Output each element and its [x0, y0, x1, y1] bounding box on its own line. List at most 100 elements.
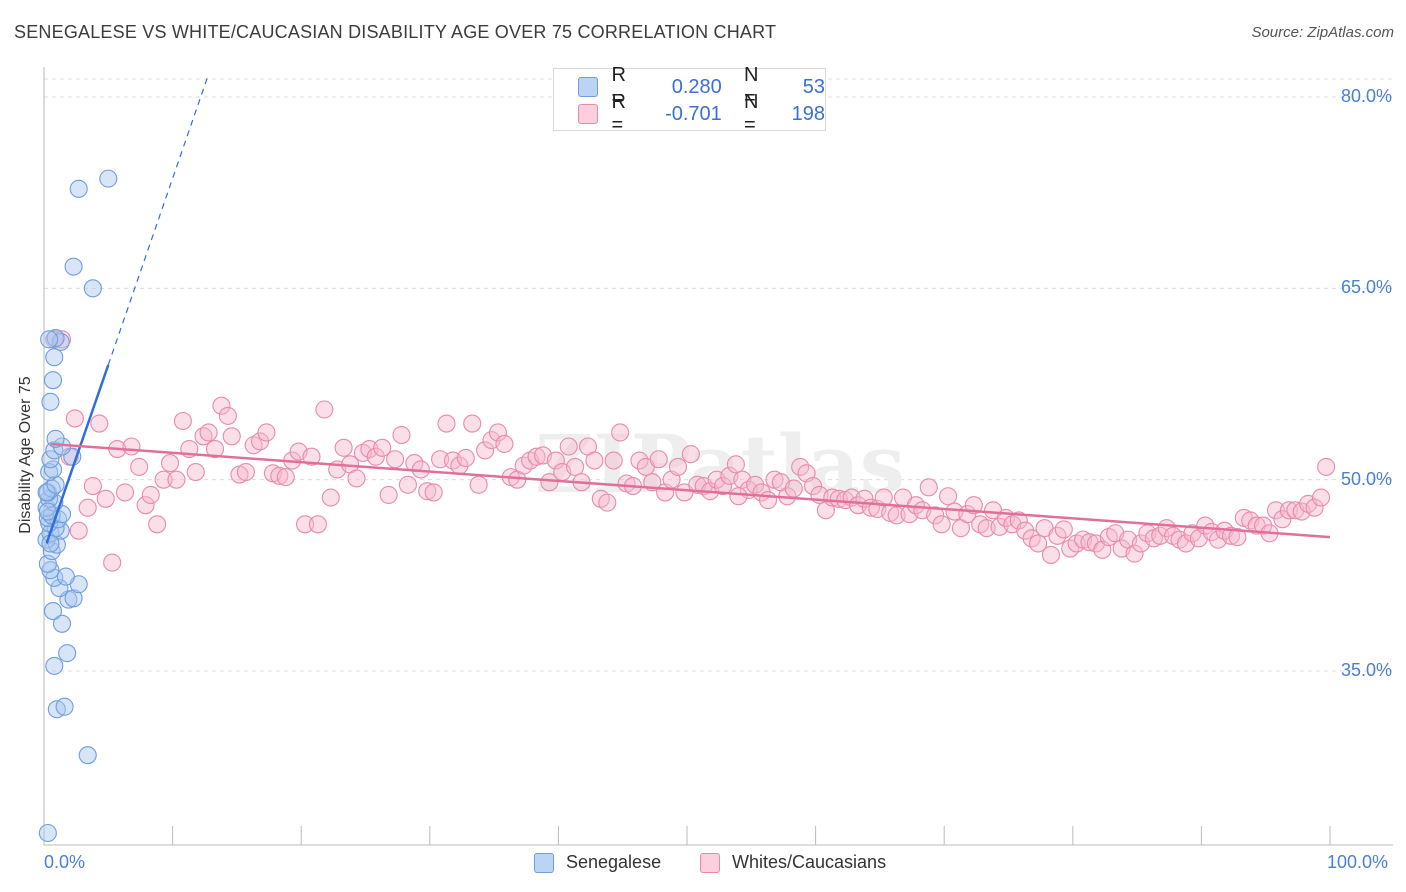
point-whites: [919, 478, 938, 497]
point-whites: [495, 434, 514, 454]
point-whites: [939, 487, 958, 506]
legend-swatch-whites: [578, 104, 598, 124]
bottom-legend-whites: Whites/Caucasians: [700, 852, 886, 873]
point-whites: [1151, 526, 1170, 545]
point-whites: [611, 423, 630, 442]
point-whites: [1266, 501, 1286, 520]
point-whites: [308, 515, 327, 534]
point-whites: [476, 441, 495, 460]
point-whites: [540, 473, 559, 492]
y-tick-label: 80.0%: [1340, 86, 1392, 106]
bottom-legend-swatch-whites: [700, 852, 720, 873]
point-whites: [186, 462, 205, 482]
chart-source: Source: ZipAtlas.com: [1251, 24, 1394, 41]
point-senegalese: [43, 460, 63, 479]
point-whites: [527, 447, 546, 466]
point-whites: [746, 475, 765, 494]
point-whites: [566, 457, 585, 476]
legend-r-label: R =: [611, 64, 626, 109]
point-whites: [222, 427, 241, 446]
point-whites: [83, 476, 102, 496]
point-whites: [199, 423, 218, 442]
point-whites: [1273, 510, 1292, 529]
x-tick-label-min: 0.0%: [44, 852, 86, 872]
trend-senegalese: [45, 364, 110, 544]
point-whites: [103, 553, 122, 572]
point-senegalese: [83, 279, 102, 298]
point-whites: [726, 455, 745, 474]
point-senegalese: [38, 823, 57, 843]
point-senegalese: [56, 567, 75, 586]
point-senegalese: [64, 257, 83, 276]
point-whites: [829, 489, 848, 508]
point-whites: [366, 447, 385, 466]
point-senegalese: [43, 601, 63, 621]
point-whites: [585, 451, 604, 470]
legend-r-label: R =: [611, 91, 626, 136]
point-whites: [681, 445, 700, 464]
legend-row-senegalese: R = 0.280 N = 53: [578, 64, 826, 109]
point-whites: [977, 519, 996, 538]
point-whites: [1279, 501, 1298, 520]
y-tick-label: 50.0%: [1340, 468, 1392, 489]
point-whites: [713, 476, 733, 496]
point-whites: [1221, 526, 1241, 545]
point-whites: [218, 406, 237, 425]
point-senegalese: [64, 589, 83, 608]
point-whites: [65, 409, 84, 428]
point-whites: [1016, 521, 1035, 540]
point-whites: [418, 482, 437, 501]
point-whites: [205, 440, 225, 459]
bottom-legend-label-whites: Whites/Caucasians: [732, 852, 887, 872]
point-whites: [347, 469, 366, 488]
point-senegalese: [45, 348, 64, 367]
point-whites: [122, 437, 141, 456]
point-senegalese: [45, 656, 64, 675]
point-whites: [386, 450, 405, 469]
bottom-legend-label-senegalese: Senegalese: [566, 852, 662, 872]
point-whites: [392, 425, 411, 445]
chart-title: SENEGALESE VS WHITE/CAUCASIAN DISABILITY…: [14, 22, 777, 42]
point-whites: [649, 450, 668, 469]
point-senegalese: [41, 450, 60, 469]
point-whites: [1048, 526, 1067, 545]
point-whites: [360, 440, 379, 459]
bottom-legend-swatch-senegalese: [534, 852, 554, 873]
point-whites: [69, 521, 88, 540]
point-whites: [148, 515, 167, 534]
point-senegalese: [41, 534, 60, 553]
legend-n-value-whites: 198: [791, 102, 826, 125]
point-whites: [334, 438, 353, 457]
point-whites: [456, 448, 475, 468]
point-whites: [321, 488, 340, 507]
point-senegalese: [58, 644, 77, 663]
point-whites: [270, 466, 289, 485]
point-senegalese: [99, 169, 118, 188]
correlation-legend: R = 0.280 N = 53 R = -0.701 N = 198: [553, 64, 826, 136]
gridlines: [44, 78, 1393, 672]
point-whites: [932, 515, 951, 534]
point-whites: [604, 451, 623, 470]
point-whites: [398, 475, 417, 494]
point-whites: [160, 454, 180, 473]
point-whites: [236, 462, 255, 482]
legend-r-value-whites: -0.701: [665, 102, 722, 125]
point-whites: [90, 414, 109, 433]
point-whites: [729, 487, 748, 506]
point-whites: [926, 506, 945, 525]
point-whites: [784, 479, 803, 498]
legend-r-value-senegalese: 0.280: [671, 75, 722, 98]
point-whites: [1311, 488, 1331, 507]
point-whites: [96, 489, 115, 508]
point-senegalese: [43, 371, 63, 390]
point-whites: [887, 506, 906, 525]
point-senegalese: [55, 697, 74, 716]
point-senegalese: [50, 579, 69, 598]
point-whites: [154, 470, 173, 489]
trend-whites: [50, 442, 1331, 539]
point-whites: [173, 411, 192, 431]
legend-n-value-senegalese: 53: [802, 75, 826, 98]
point-whites: [488, 423, 508, 442]
point-whites: [296, 515, 315, 534]
point-whites: [115, 483, 135, 502]
